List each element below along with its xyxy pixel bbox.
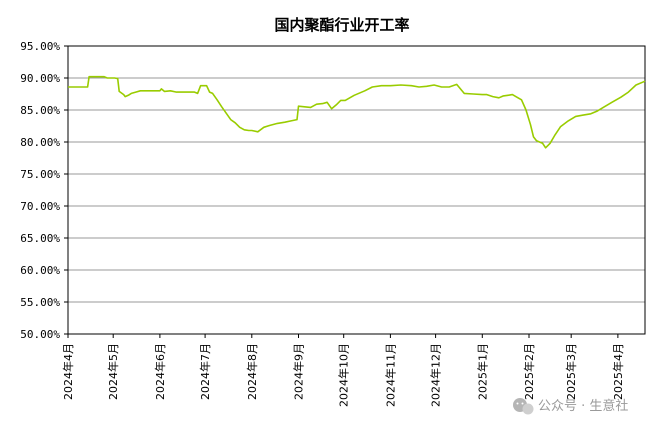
x-tick-label: 2025年4月 [611, 343, 625, 400]
x-tick-label: 2024年5月 [106, 343, 120, 400]
x-tick-label: 2024年4月 [61, 343, 75, 400]
x-tick-label: 2024年10月 [337, 343, 351, 407]
y-tick-label: 60.00% [20, 264, 60, 277]
y-tick-label: 80.00% [20, 136, 60, 149]
y-tick-label: 90.00% [20, 72, 60, 85]
chart-title: 国内聚酯行业开工率 [274, 16, 409, 34]
x-tick-label: 2025年2月 [522, 343, 536, 400]
x-tick-label: 2024年11月 [383, 343, 397, 407]
y-tick-label: 65.00% [20, 232, 60, 245]
x-tick-label: 2025年3月 [564, 343, 578, 400]
y-tick-label: 55.00% [20, 296, 60, 309]
x-tick-label: 2024年8月 [245, 343, 259, 400]
y-tick-label: 85.00% [20, 104, 60, 117]
y-axis-ticks: 95.00% 90.00% 85.00% 80.00% 75.00% 70.00% 65.0… [20, 40, 68, 341]
plot-area [67, 45, 646, 335]
watermark-text: 公众号 · 生意社 [538, 398, 628, 414]
y-tick-label: 75.00% [20, 168, 60, 181]
x-tick-label: 2024年7月 [198, 343, 212, 400]
gridlines [68, 45, 645, 335]
series-line [68, 75, 646, 149]
x-tick-label: 2024年6月 [153, 343, 167, 400]
y-tick-label: 50.00% [20, 328, 60, 341]
x-axis-ticks: 2024年4月 2024年5月 2024年6月 2024年7月 2024年8月 2024年… [61, 334, 625, 407]
x-tick-label: 2024年9月 [291, 343, 305, 400]
series-layer [68, 75, 646, 149]
x-tick-label: 2024年12月 [429, 343, 443, 407]
y-tick-label: 70.00% [20, 200, 60, 213]
wechat-icon [513, 398, 534, 415]
watermark: 公众号 · 生意社 [513, 398, 628, 415]
x-tick-label: 2025年1月 [475, 343, 489, 400]
y-tick-label: 95.00% [20, 40, 60, 53]
